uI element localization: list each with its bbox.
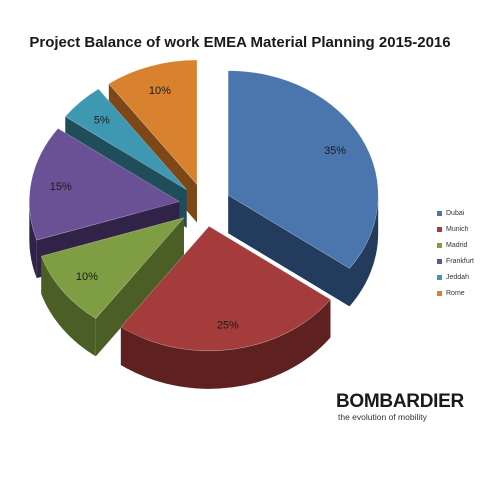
slice-wall-dubai-1: [228, 195, 350, 307]
brand-tagline: the evolution of mobility: [338, 412, 427, 422]
slice-side-frankfurt: [29, 201, 37, 279]
legend-item-rome: Rome: [437, 285, 480, 301]
brand-name: BOMBARDIER: [336, 391, 464, 412]
slice-side-dubai: [349, 195, 379, 307]
chart-title: Project Balance of work EMEA Material Pl…: [29, 34, 451, 51]
slice-munich: [120, 225, 331, 352]
legend-label-madrid: Madrid: [446, 241, 468, 249]
legend-item-jeddah: Jeddah: [437, 269, 480, 285]
legend-label-rome: Rome: [446, 289, 465, 297]
pie-labels: 35% 25% 10% 15% 5% 10%: [50, 85, 347, 332]
slice-side-madrid: [41, 256, 96, 357]
legend-item-munich: Munich: [437, 221, 480, 237]
pie-tops: [29, 59, 379, 352]
legend-swatch-jeddah: [437, 274, 442, 280]
legend-label-munich: Munich: [446, 225, 469, 233]
data-label-munich: 25%: [217, 320, 239, 332]
legend-item-madrid: Madrid: [437, 237, 480, 253]
data-label-rome: 10%: [149, 85, 171, 97]
data-label-madrid: 10%: [76, 271, 98, 283]
legend-swatch-dubai: [437, 210, 442, 216]
legend-label-dubai: Dubai: [446, 209, 465, 217]
legend-swatch-rome: [437, 290, 442, 296]
legend-label-jeddah: Jeddah: [446, 273, 469, 281]
slice-madrid: [40, 217, 185, 319]
legend: Dubai Munich Madrid Frankfurt Jeddah Rome: [437, 205, 480, 301]
legend-swatch-frankfurt: [437, 258, 442, 264]
slice-rome: [108, 59, 198, 186]
data-label-jeddah: 5%: [94, 114, 110, 126]
slice-jeddah: [64, 88, 187, 190]
slice-dubai: [227, 70, 379, 269]
legend-item-dubai: Dubai: [437, 205, 480, 221]
data-label-dubai: 35%: [324, 145, 346, 157]
legend-item-frankfurt: Frankfurt: [437, 253, 480, 269]
data-label-frankfurt: 15%: [50, 181, 72, 193]
brand-logo: BOMBARDIER the evolution of mobility: [336, 391, 464, 423]
legend-label-frankfurt: Frankfurt: [446, 257, 475, 265]
legend-swatch-madrid: [437, 242, 442, 248]
legend-swatch-munich: [437, 226, 442, 232]
slice-side-munich: [120, 299, 331, 389]
slice-frankfurt: [29, 128, 181, 241]
